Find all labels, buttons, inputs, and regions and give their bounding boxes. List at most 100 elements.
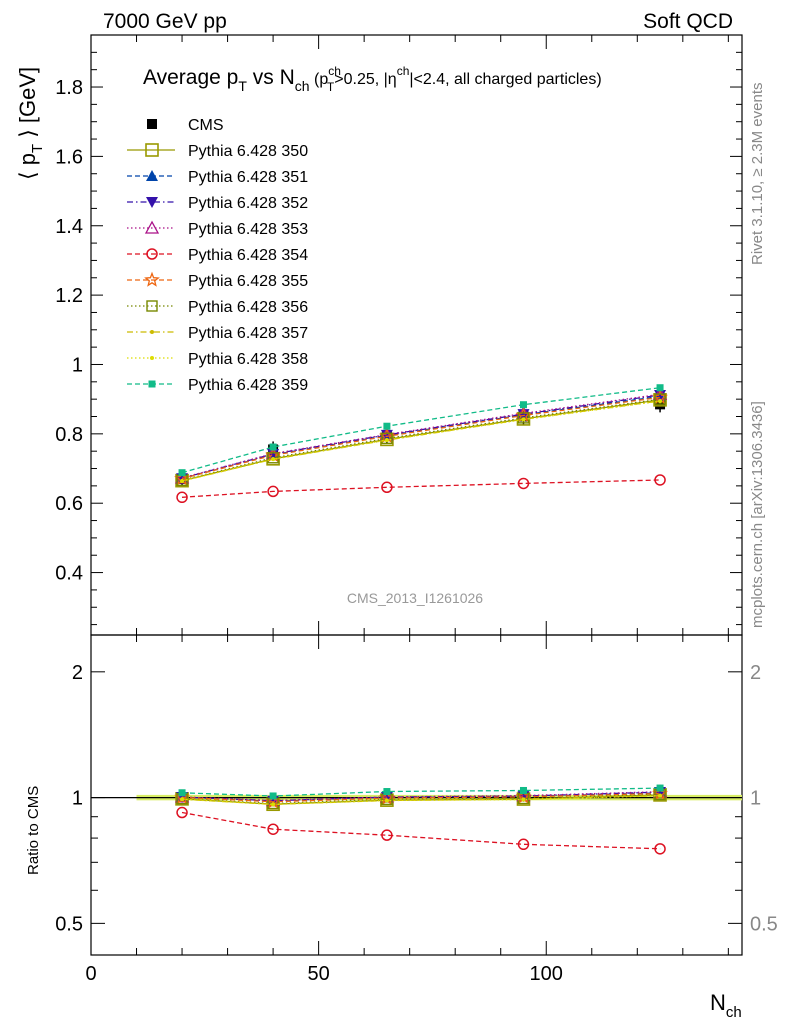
ratio-point-p354 — [176, 806, 188, 819]
ratio-point-p354 — [654, 843, 666, 855]
ratio-series-p358 — [180, 793, 663, 807]
rivet-version-label: Rivet 3.1.10, ≥ 2.3M events — [749, 83, 766, 266]
ratio-y-tick-label-right: 0.5 — [750, 913, 778, 935]
data-point-p358 — [180, 479, 185, 484]
ratio-point-p354 — [381, 829, 393, 841]
y-tick-label: 0.4 — [55, 563, 83, 585]
y-tick-label: 1.6 — [55, 146, 83, 168]
ratio-series-p359 — [178, 784, 664, 800]
legend-label: Pythia 6.428 357 — [188, 325, 308, 342]
data-point-p358 — [271, 457, 276, 462]
legend-item-p355: Pythia 6.428 355 — [127, 271, 308, 290]
legend-marker — [144, 220, 160, 234]
series-p359 — [178, 384, 664, 477]
legend-marker — [150, 330, 154, 334]
legend-marker — [145, 143, 159, 157]
data-point-p359 — [178, 469, 186, 477]
y-tick-label: 0.6 — [55, 493, 83, 515]
series-line-p354 — [181, 479, 661, 498]
series-line-p355 — [181, 396, 661, 480]
main-panel: 0.4 0.6 0.8 1 1.2 1.4 1.6 1.8 — [55, 34, 743, 636]
data-point-p358 — [658, 399, 663, 404]
legend-label: Pythia 6.428 353 — [188, 221, 308, 238]
legend-marker — [150, 356, 154, 360]
ratio-y-tick-label-right: 2 — [750, 662, 761, 684]
legend-marker — [146, 300, 158, 312]
data-point-p358 — [384, 438, 389, 443]
data-point-p356 — [517, 412, 530, 424]
y-tick-label: 1.8 — [55, 77, 83, 99]
ratio-y-tick-label: 0.5 — [55, 913, 83, 935]
data-point-p358 — [521, 417, 526, 422]
data-point-p354 — [654, 474, 666, 486]
ratio-point-p358 — [271, 802, 276, 807]
legend-item-p356: Pythia 6.428 356 — [127, 299, 308, 316]
series-line-p353 — [181, 393, 661, 479]
analysis-id-label: CMS_2013_I1261026 — [347, 590, 483, 606]
data-point-p359 — [519, 401, 527, 409]
ratio-point-p358 — [521, 797, 526, 802]
series-line-p357 — [181, 400, 661, 482]
legend-marker — [148, 380, 156, 388]
ratio-point-p354 — [517, 838, 530, 851]
ratio-y-axis-label: Ratio to CMS — [25, 786, 42, 875]
data-point-p352 — [380, 429, 393, 441]
ratio-y-tick-label: 2 — [72, 662, 83, 684]
legend-item-p350: Pythia 6.428 350 — [127, 143, 308, 160]
ratio-series-p354 — [176, 806, 666, 855]
data-point-p359 — [269, 443, 277, 451]
ratio-point-p359 — [269, 792, 277, 800]
series-p353 — [174, 386, 668, 484]
legend-marker — [147, 119, 157, 129]
legend-label: CMS — [188, 117, 224, 134]
legend-item-p357: Pythia 6.428 357 — [127, 325, 308, 342]
legend-marker — [144, 271, 160, 287]
series-p351 — [176, 390, 667, 484]
y-tick-label: 1.2 — [55, 285, 83, 307]
ratio-line-p355 — [181, 792, 661, 803]
legend-label: Pythia 6.428 356 — [188, 299, 308, 316]
legend-label: Pythia 6.428 350 — [188, 143, 308, 160]
header-left: 7000 GeV pp — [103, 10, 227, 33]
data-point-p359 — [656, 384, 664, 392]
ratio-line-p359 — [181, 787, 661, 797]
legend-label: Pythia 6.428 351 — [188, 169, 308, 186]
data-point-p356 — [654, 393, 666, 405]
legend-item-p354: Pythia 6.428 354 — [127, 247, 308, 264]
ratio-point-p359 — [656, 784, 664, 792]
series-p354 — [176, 474, 666, 504]
ratio-y-tick-label-right: 1 — [750, 788, 761, 810]
legend-item-p352: Pythia 6.428 352 — [127, 195, 308, 212]
data-point-p359 — [383, 422, 391, 430]
series-line-p350 — [181, 399, 661, 482]
legend-item-p351: Pythia 6.428 351 — [127, 169, 308, 186]
x-tick-label: 0 — [85, 963, 96, 985]
data-point-p356 — [381, 432, 393, 445]
series-p350 — [175, 393, 667, 488]
legend-item-cms: CMS — [147, 117, 224, 134]
legend: CMS Pythia 6.428 350 Pythia 6.428 351 Pythi… — [127, 117, 308, 394]
series-p357 — [180, 398, 663, 484]
x-axis-label: Nch — [710, 990, 742, 1021]
ratio-point-p359 — [519, 786, 527, 794]
ratio-line-p354 — [181, 811, 661, 850]
legend-item-p358: Pythia 6.428 358 — [127, 351, 308, 368]
y-tick-label: 1 — [72, 354, 83, 376]
series-line-p352 — [181, 394, 661, 479]
legend-label: Pythia 6.428 354 — [188, 247, 308, 264]
x-tick-label: 100 — [530, 963, 563, 985]
data-point-p354 — [176, 491, 188, 504]
ratio-panel: 0 50 100 0.5 0.5 1 1 2 2 — [55, 621, 778, 985]
legend-marker — [146, 170, 158, 181]
legend-item-p353: Pythia 6.428 353 — [127, 220, 308, 238]
ratio-point-p359 — [383, 788, 391, 796]
legend-marker — [146, 197, 158, 208]
y-tick-label: 0.8 — [55, 424, 83, 446]
y-axis-label: ⟨ pT ⟩ [GeV] — [15, 67, 46, 180]
legend-label: Pythia 6.428 359 — [188, 377, 308, 394]
data-point-p352 — [267, 448, 280, 460]
series-p356 — [176, 393, 666, 487]
mcplots-label: mcplots.cern.ch [arXiv:1306.3436] — [749, 401, 766, 628]
